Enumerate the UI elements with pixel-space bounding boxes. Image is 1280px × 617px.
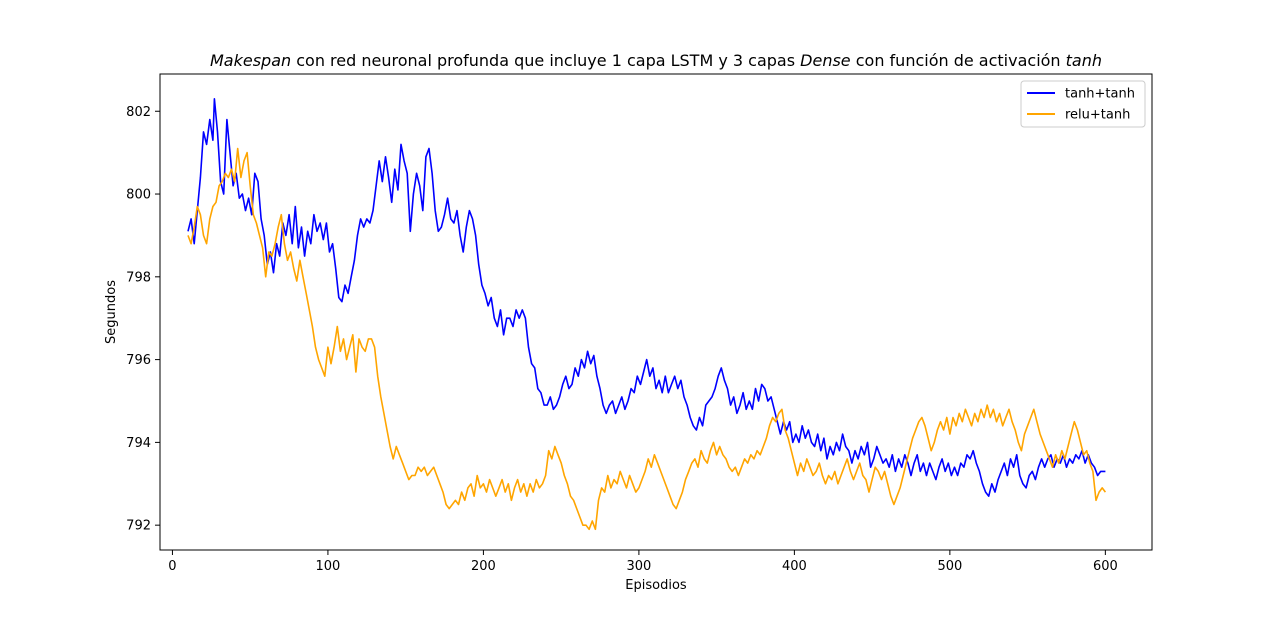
legend-label-tanh-tanh: tanh+tanh [1065, 87, 1135, 102]
x-tick-label: 200 [471, 559, 496, 574]
chart-title-part: con red neuronal profunda que incluye 1 … [291, 51, 800, 70]
series-line-tanh-tanh [187, 98, 1106, 498]
plot-frame [159, 73, 1153, 551]
x-axis-label: Episodios [625, 578, 687, 593]
chart-title-part: Makespan [210, 51, 291, 70]
legend-label-relu-tanh: relu+tanh [1065, 108, 1130, 123]
legend: tanh+tanh relu+tanh [1020, 80, 1146, 128]
y-tick-label: 802 [126, 105, 151, 120]
y-tick-label: 792 [126, 519, 151, 534]
y-tick-label: 800 [126, 188, 151, 203]
series-line-relu-tanh [187, 147, 1107, 531]
chart-title: Makespan con red neuronal profunda que i… [210, 51, 1102, 70]
chart-title-part: Dense [800, 51, 851, 70]
y-axis-label: Segundos [104, 280, 119, 344]
y-tick-label: 794 [126, 436, 151, 451]
chart-title-part: con función de activación [851, 51, 1066, 70]
series-layer [187, 98, 1107, 531]
x-tick-label: 600 [1093, 559, 1118, 574]
y-axis: 792 794 796 798 800 802 [126, 105, 160, 534]
chart-title-part: tanh [1066, 51, 1102, 70]
x-tick-label: 0 [168, 559, 176, 574]
x-tick-label: 500 [937, 559, 962, 574]
x-tick-label: 300 [626, 559, 651, 574]
x-tick-label: 400 [782, 559, 807, 574]
y-tick-label: 796 [126, 353, 151, 368]
y-tick-label: 798 [126, 270, 151, 285]
x-tick-label: 100 [316, 559, 341, 574]
x-axis: 0 100 200 300 400 500 600 [168, 550, 1118, 574]
